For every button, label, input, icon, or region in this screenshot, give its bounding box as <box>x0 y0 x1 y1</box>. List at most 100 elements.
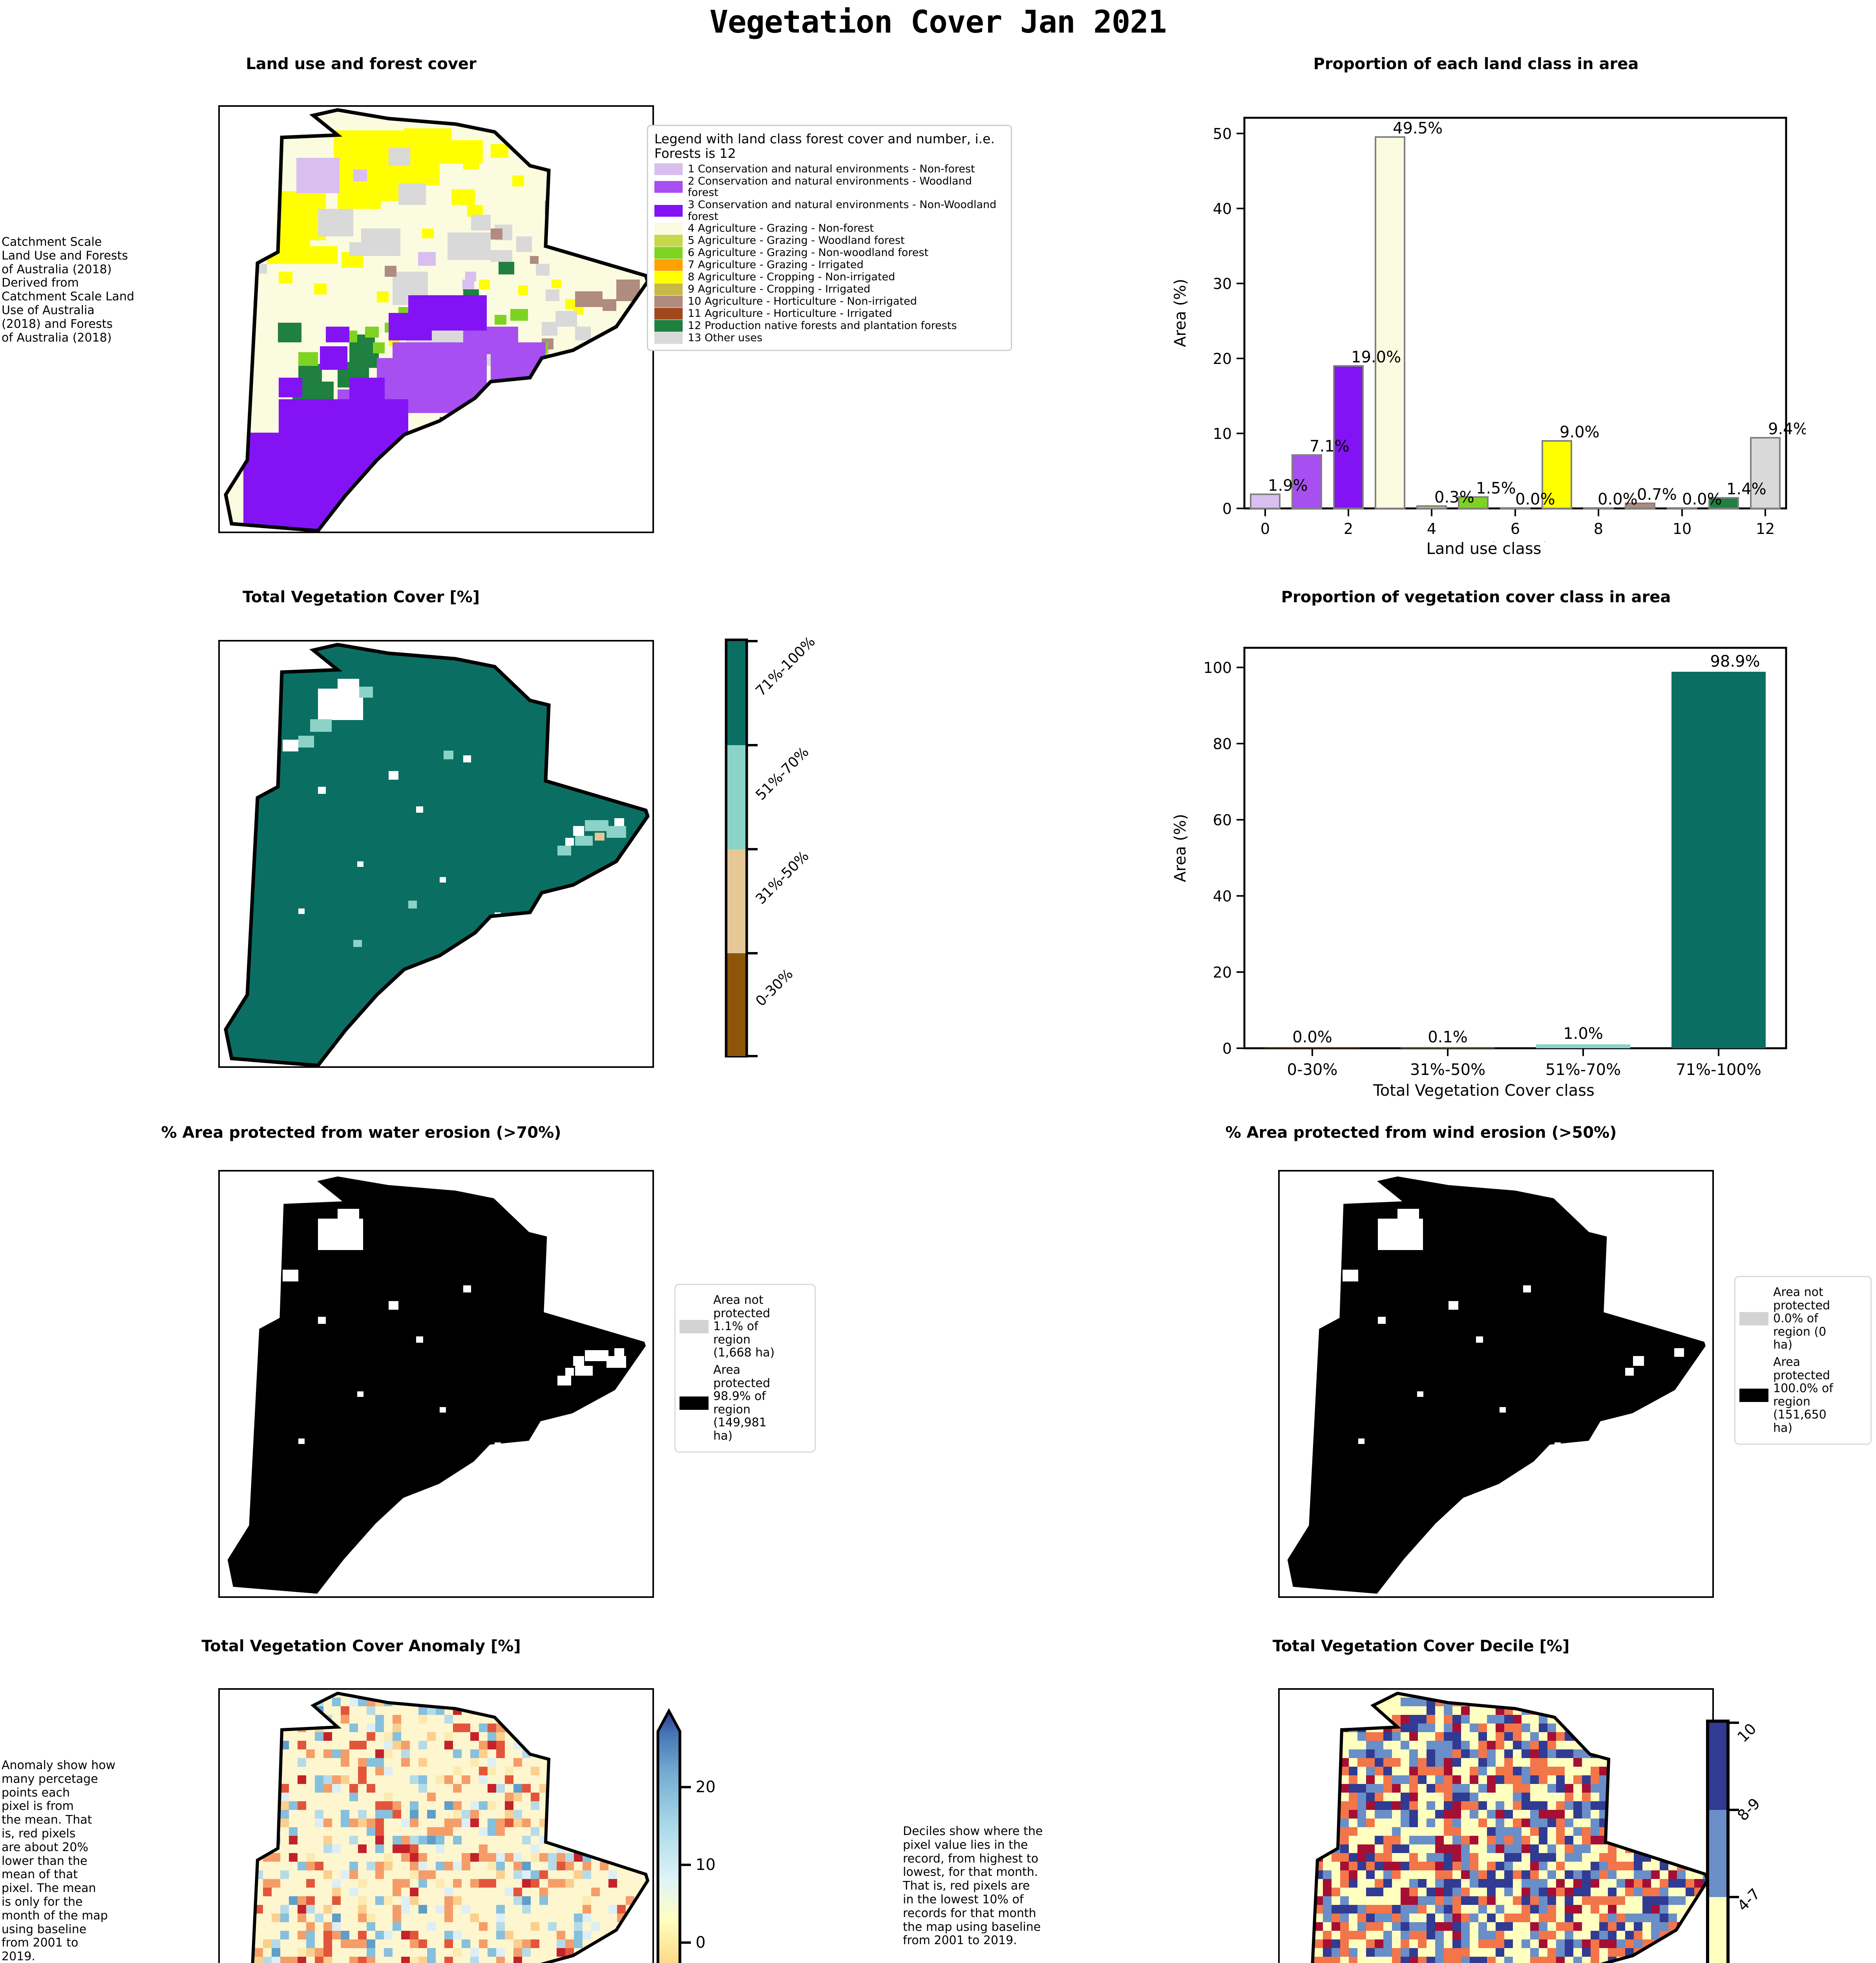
svg-text:Area (%): Area (%) <box>1171 279 1189 347</box>
legend-item: 7 Agriculture - Grazing - Irrigated <box>654 259 1005 271</box>
svg-text:1.4%: 1.4% <box>1726 480 1766 498</box>
legend-swatch <box>654 332 683 344</box>
legend-item: 5 Agriculture - Grazing - Woodland fores… <box>654 235 1005 247</box>
svg-text:1.0%: 1.0% <box>1563 1025 1603 1043</box>
legend-swatch-not-protected <box>680 1320 709 1333</box>
svg-text:51%-70%: 51%-70% <box>1545 1061 1621 1079</box>
legend-item: 8 Agriculture - Cropping - Non-irrigated <box>654 271 1005 283</box>
svg-text:30: 30 <box>1213 275 1232 292</box>
veg-cover-bar-xlabel: Total Vegetation Cover class <box>1373 1082 1595 1100</box>
legend-swatch <box>654 205 683 217</box>
veg-cover-bar-chart: 0 20 40 60 80 100 0-30% 31%-50% 51%-70% 71%-10… <box>1162 632 1806 1088</box>
svg-text:40: 40 <box>1213 200 1232 218</box>
land-use-legend: Legend with land class forest cover and … <box>647 125 1012 351</box>
svg-text:1.5%: 1.5% <box>1476 479 1516 497</box>
legend-label-not-protected: Area not protected 0.0% of region (0 ha) <box>1773 1285 1830 1352</box>
svg-text:20: 20 <box>1213 964 1232 981</box>
legend-item: 3 Conservation and natural environments … <box>654 199 1005 222</box>
svg-text:49.5%: 49.5% <box>1393 119 1443 137</box>
legend-label-protected: Area protected 100.0% of region (151,650… <box>1773 1355 1833 1435</box>
legend-item: 9 Agriculture - Cropping - Irrigated <box>654 283 1005 296</box>
legend-item-protected: Area protected 100.0% of region (151,650… <box>1739 1356 1867 1435</box>
legend-item-label: 3 Conservation and natural environments … <box>688 198 997 223</box>
legend-swatch <box>654 271 683 283</box>
legend-swatch <box>654 181 683 193</box>
legend-swatch-protected <box>1739 1388 1768 1402</box>
svg-text:31%-50%: 31%-50% <box>1410 1061 1485 1079</box>
svg-text:100: 100 <box>1203 659 1232 676</box>
svg-text:0.0%: 0.0% <box>1292 1028 1332 1046</box>
veg-cover-map-title: Total Vegetation Cover [%] <box>242 588 480 606</box>
svg-text:9.0%: 9.0% <box>1560 423 1600 441</box>
svg-text:0.1%: 0.1% <box>1428 1028 1468 1046</box>
svg-text:20: 20 <box>696 1778 716 1796</box>
land-use-map-title: Land use and forest cover <box>246 55 477 73</box>
land-use-bar-title: Proportion of each land class in area <box>1313 55 1639 73</box>
land-use-source-note: Catchment Scale Land Use and Forests of … <box>2 235 134 345</box>
legend-item: 2 Conservation and natural environments … <box>654 175 1005 199</box>
legend-item: 4 Agriculture - Grazing - Non-forest <box>654 223 1005 235</box>
legend-item-label: 6 Agriculture - Grazing - Non-woodland f… <box>688 247 929 259</box>
svg-text:19.0%: 19.0% <box>1351 348 1401 366</box>
svg-text:0.7%: 0.7% <box>1637 486 1677 504</box>
svg-text:60: 60 <box>1213 812 1232 829</box>
legend-label-not-protected: Area not protected 1.1% of region (1,668… <box>713 1293 775 1360</box>
legend-item-label: 9 Agriculture - Cropping - Irrigated <box>688 283 871 296</box>
svg-text:Area (%): Area (%) <box>1171 814 1189 882</box>
legend-item-label: 12 Production native forests and plantat… <box>688 320 957 332</box>
legend-item-label: 5 Agriculture - Grazing - Woodland fores… <box>688 234 905 247</box>
legend-item-label: 13 Other uses <box>688 332 763 344</box>
svg-text:0-30%: 0-30% <box>753 966 796 1009</box>
svg-text:80: 80 <box>1213 735 1232 753</box>
legend-swatch <box>654 308 683 320</box>
land-use-legend-heading: Legend with land class forest cover and … <box>654 131 995 161</box>
legend-swatch <box>654 259 683 271</box>
veg-cover-colorbar: 71%-100% 51%-70% 31%-50% 0-30% <box>724 634 897 1062</box>
svg-text:8: 8 <box>1594 520 1603 537</box>
legend-item-label: 7 Agriculture - Grazing - Irrigated <box>688 259 864 271</box>
svg-text:1.9%: 1.9% <box>1268 477 1308 495</box>
svg-text:51%-70%: 51%-70% <box>753 744 812 803</box>
legend-item-not-protected: Area not protected 1.1% of region (1,668… <box>680 1294 811 1360</box>
svg-text:71%-100%: 71%-100% <box>753 634 818 699</box>
legend-swatch <box>654 163 683 175</box>
legend-item-protected: Area protected 98.9% of region (149,981 … <box>680 1363 811 1443</box>
svg-text:2: 2 <box>1344 520 1353 537</box>
legend-item: 12 Production native forests and plantat… <box>654 320 1005 332</box>
svg-text:50: 50 <box>1213 125 1232 143</box>
legend-item: 1 Conservation and natural environments … <box>654 163 1005 175</box>
svg-text:10: 10 <box>696 1856 716 1874</box>
anomaly-map <box>220 1690 652 1963</box>
svg-text:31%-50%: 31%-50% <box>753 848 812 907</box>
water-erosion-title: % Area protected from water erosion (>70… <box>161 1124 561 1142</box>
svg-text:6: 6 <box>1511 520 1520 537</box>
land-use-map <box>220 107 652 532</box>
decile-title: Total Vegetation Cover Decile [%] <box>1272 1637 1570 1655</box>
land-use-bar-chart: 0 10 20 30 40 50 0 2 4 6 8 10 12 <box>1162 102 1806 542</box>
svg-text:7.1%: 7.1% <box>1310 437 1350 455</box>
legend-label-protected: Area protected 98.9% of region (149,981 … <box>713 1363 771 1443</box>
legend-item-label: 2 Conservation and natural environments … <box>688 175 972 199</box>
svg-text:10: 10 <box>1673 520 1692 537</box>
svg-text:9.4%: 9.4% <box>1768 420 1806 438</box>
legend-swatch <box>654 235 683 247</box>
svg-text:0: 0 <box>1222 1040 1232 1057</box>
legend-item: 6 Agriculture - Grazing - Non-woodland f… <box>654 247 1005 259</box>
wind-erosion-title: % Area protected from wind erosion (>50%… <box>1225 1124 1617 1142</box>
legend-item-label: 10 Agriculture - Horticulture - Non-irri… <box>688 295 917 308</box>
svg-text:0.3%: 0.3% <box>1434 488 1474 506</box>
svg-text:Land use class: Land use class <box>1458 539 1573 542</box>
anomaly-note: Anomaly show how many percetage points e… <box>2 1758 116 1963</box>
legend-swatch <box>654 296 683 308</box>
svg-text:71%-100%: 71%-100% <box>1676 1061 1761 1079</box>
water-erosion-map <box>220 1172 652 1596</box>
decile-note: Deciles show where the pixel value lies … <box>903 1824 1043 1948</box>
svg-text:0.0%: 0.0% <box>1598 490 1638 508</box>
svg-text:12: 12 <box>1756 520 1775 537</box>
svg-text:0-30%: 0-30% <box>1287 1061 1338 1079</box>
legend-item: 11 Agriculture - Horticulture - Irrigate… <box>654 308 1005 320</box>
veg-cover-map <box>220 642 652 1066</box>
legend-swatch <box>654 223 683 235</box>
legend-item-not-protected: Area not protected 0.0% of region (0 ha) <box>1739 1286 1867 1352</box>
